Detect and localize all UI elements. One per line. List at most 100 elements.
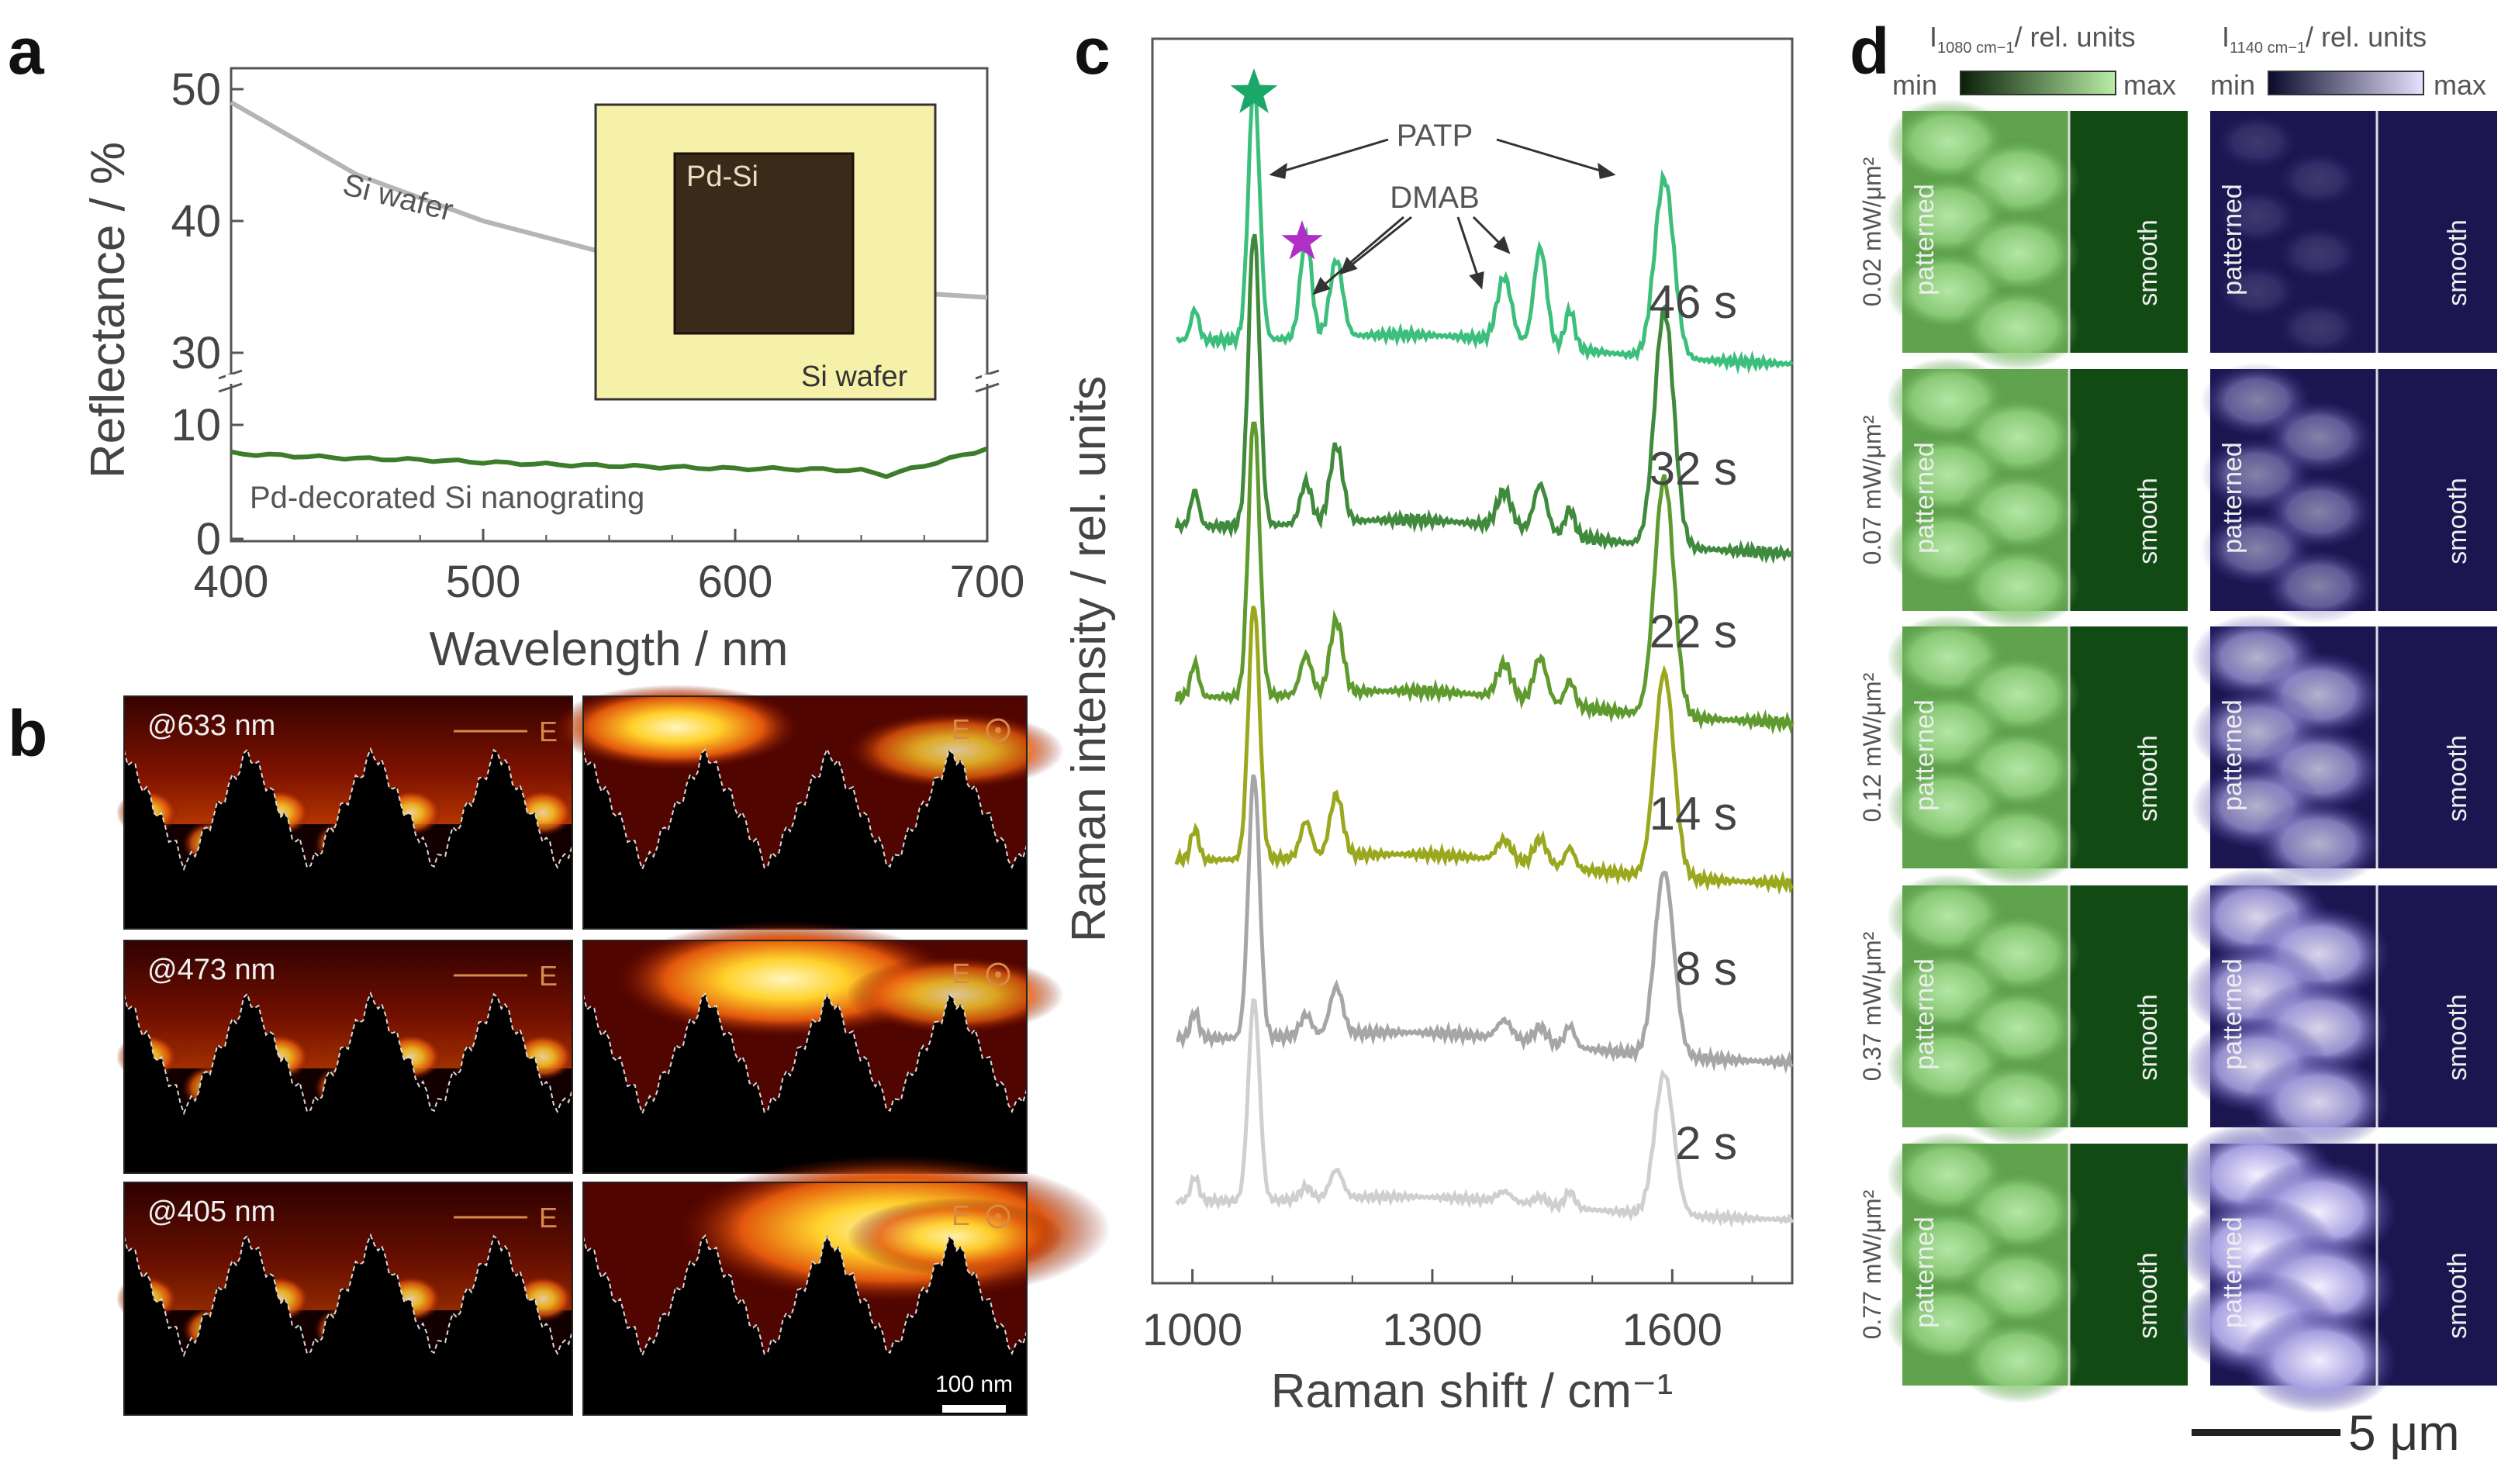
substrate <box>583 749 1027 929</box>
polarization-label: E <box>539 1202 558 1234</box>
power-label: 0.77 mW/μm² <box>1858 1189 1886 1339</box>
out-of-plane-dot <box>995 727 1001 733</box>
region-label-patterned: patterned <box>1910 958 1940 1070</box>
green-blob <box>1957 801 2081 886</box>
spectrum-8s <box>1176 774 1794 1075</box>
scalebar-5um <box>2192 1429 2340 1436</box>
region-label-patterned: patterned <box>1910 699 1940 811</box>
spectrum-label: 32 s <box>1650 443 1737 495</box>
purple-blob <box>2263 549 2375 623</box>
region-label-smooth: smooth <box>2133 478 2163 564</box>
region-label-patterned: patterned <box>2218 1217 2247 1328</box>
map-row-5: 0.77 mW/μm² patterned smooth patterned smoot… <box>1858 1122 2497 1413</box>
spectrum-label: 14 s <box>1650 788 1737 840</box>
map-row-3: 0.12 mW/μm² patterned smooth patterned smoot… <box>1858 614 2497 887</box>
panel-label-a: a <box>8 15 45 88</box>
wavelength-label: @473 nm <box>147 954 275 986</box>
y-tick-label: 0 <box>196 514 221 564</box>
field-map-2-1: @473 nm E <box>116 940 574 1174</box>
annotation-dmab: DMAB <box>1390 181 1480 215</box>
region-label-smooth: smooth <box>2133 1252 2163 1339</box>
power-label: 0.37 mW/μm² <box>1858 931 1886 1081</box>
region-label-patterned: patterned <box>1910 442 1940 554</box>
x-tick-label: 500 <box>446 557 521 607</box>
power-label: 0.12 mW/μm² <box>1858 672 1886 822</box>
region-label-smooth: smooth <box>2443 478 2472 564</box>
green-blob <box>1957 1060 2081 1145</box>
header-green-map: I1080 cm−1/ rel. units <box>1929 21 2136 57</box>
x-tick-label: 1000 <box>1142 1305 1242 1355</box>
x-axis-title-c: Raman shift / cm⁻¹ <box>1271 1365 1674 1418</box>
header-purple-map: I1140 cm−1/ rel. units <box>2222 21 2427 57</box>
region-label-patterned: patterned <box>2218 958 2247 1070</box>
power-label: 0.07 mW/μm² <box>1858 415 1886 564</box>
field-map-1-2: E <box>552 685 1064 930</box>
purple-blob <box>2254 800 2384 887</box>
region-label-patterned: patterned <box>2218 699 2247 811</box>
region-label-patterned: patterned <box>2218 184 2247 295</box>
purple-blob <box>2215 263 2299 319</box>
green-blob <box>1957 1318 2081 1403</box>
y-axis-title-c: Raman intensity / rel. units <box>1062 376 1116 943</box>
panel-c-frame <box>1151 37 1794 1285</box>
spectrum-14s <box>1174 606 1795 896</box>
substrate <box>583 993 1027 1173</box>
nanograting-outline <box>123 747 573 871</box>
colorbar-purple <box>2268 71 2424 95</box>
spectrum-22s <box>1174 421 1795 735</box>
region-label-patterned: patterned <box>2218 442 2247 554</box>
legend-pd-nanograting: Pd-decorated Si nanograting <box>250 481 644 515</box>
x-tick-label: 1300 <box>1382 1305 1482 1355</box>
purple-blob <box>2240 1308 2398 1413</box>
region-label-smooth: smooth <box>2443 219 2472 306</box>
spectrum-32s <box>1174 233 1795 564</box>
polarization-label-out: E <box>952 1199 970 1231</box>
region-label-smooth: smooth <box>2443 735 2472 822</box>
green-blob <box>1957 285 2081 371</box>
map-row-1: 0.02 mW/μm² patterned smooth patterned smoot… <box>1858 99 2497 371</box>
scalebar-100nm-label: 100 nm <box>935 1372 1013 1397</box>
colorbar-purple-max: max <box>2434 69 2486 101</box>
purple-blob <box>2277 300 2361 356</box>
colorbar-green <box>1960 71 2116 95</box>
annotation-arrows <box>1269 138 1616 295</box>
substrate <box>124 1235 572 1415</box>
field-map-frame <box>123 940 573 1174</box>
spectrum-2s <box>1175 998 1795 1228</box>
map-row-2: 0.07 mW/μm² patterned smooth patterned smoot… <box>1858 357 2497 629</box>
panel-label-c: c <box>1074 15 1111 88</box>
nanograting-outline <box>582 747 1028 871</box>
field-map-frame <box>123 695 573 930</box>
region-label-patterned: patterned <box>1910 1217 1940 1328</box>
y-tick-label: 30 <box>171 328 221 378</box>
region-label-smooth: smooth <box>2133 994 2163 1081</box>
out-of-plane-dot <box>995 972 1001 978</box>
polarization-label: E <box>539 960 558 992</box>
purple-blob <box>2215 188 2299 244</box>
spectrum-label: 46 s <box>1650 276 1737 328</box>
nanograting-outline <box>123 991 573 1116</box>
legend-si-wafer: Si wafer <box>340 167 457 228</box>
wavelength-label: @633 nm <box>147 709 275 742</box>
wavelength-label: @405 nm <box>147 1196 275 1228</box>
power-label: 0.02 mW/μm² <box>1858 157 1886 306</box>
purple-blob <box>2277 226 2361 281</box>
nanograting-outline <box>123 1233 573 1358</box>
field-map-1-1: @633 nm E <box>116 695 574 930</box>
substrate <box>583 1235 1027 1415</box>
x-axis-title: Wavelength / nm <box>430 623 789 676</box>
colorbar-green-min: min <box>1892 69 1937 101</box>
panel-label-b: b <box>8 697 47 770</box>
map-row-4: 0.37 mW/μm² patterned smooth patterned smoot… <box>1858 868 2497 1151</box>
substrate <box>124 749 572 929</box>
inset-photo: Pd-Si Si wafer <box>594 103 937 401</box>
inset-label-pd-si: Pd-Si <box>686 160 758 193</box>
colorbar-green-max: max <box>2123 69 2176 101</box>
field-glow <box>552 685 800 770</box>
out-of-plane-icon <box>986 1204 1010 1229</box>
green-blob <box>1957 544 2081 629</box>
axis-break-right <box>975 369 1000 393</box>
axis-break-left <box>218 369 243 393</box>
panel-label-d: d <box>1850 15 1889 88</box>
